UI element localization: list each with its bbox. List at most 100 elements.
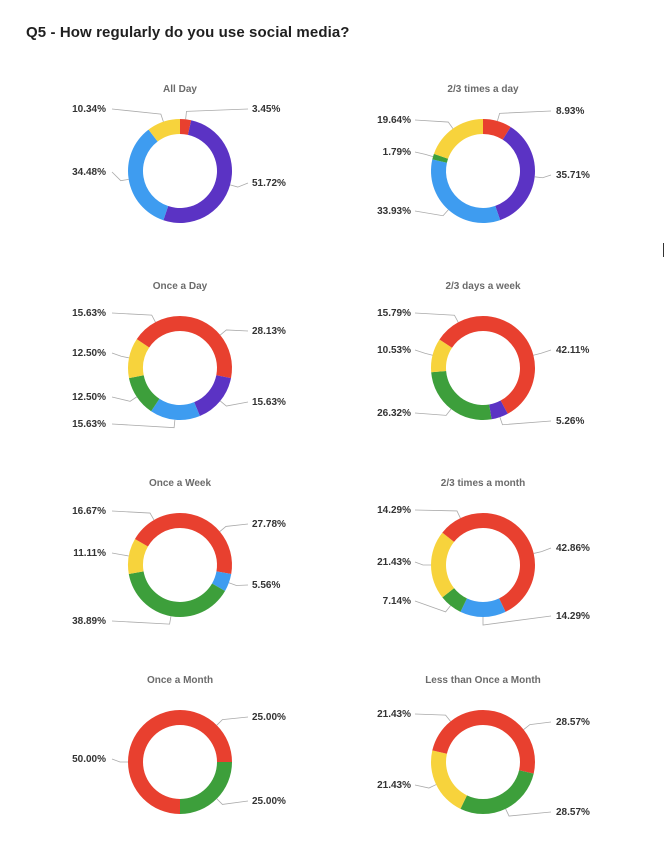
slice-label: 15.63% <box>72 308 106 319</box>
slice-label: 35.71% <box>556 170 590 181</box>
donut-slice <box>432 153 449 163</box>
donut-chart-6: 2/3 times a month 42.86% 14.29% 7.14% 21.43%… <box>377 478 590 626</box>
leader-line <box>111 312 156 323</box>
donut-slice <box>128 710 180 814</box>
leader-line <box>111 108 164 122</box>
slice-label: 8.93% <box>556 106 584 117</box>
slice-label: 7.14% <box>383 596 411 607</box>
donut-slice <box>489 400 508 420</box>
leader-line <box>111 758 128 763</box>
leader-line <box>497 110 552 122</box>
slice-label: 3.45% <box>252 104 280 115</box>
donut-chart-5: Once a Week 27.78% 5.56% 38.89% 11.11% 16.67% <box>72 478 286 627</box>
leader-line <box>228 582 249 586</box>
slice-label: 42.86% <box>556 543 590 554</box>
donut-slice <box>128 571 226 618</box>
leader-line <box>185 108 249 120</box>
leader-line <box>216 716 249 726</box>
slice-label: 51.72% <box>252 178 286 189</box>
leader-line <box>414 349 433 356</box>
leader-line <box>219 523 249 532</box>
leader-line <box>111 396 137 402</box>
page-title: Q5 - How regularly do you use social med… <box>26 24 350 41</box>
slice-label: 1.79% <box>383 147 411 158</box>
slice-label: 42.11% <box>556 345 589 356</box>
slice-label: 15.63% <box>252 397 286 408</box>
donut-slice <box>442 513 483 542</box>
donut-slice <box>431 532 455 598</box>
donut-chart-3: Once a Day 28.13% 15.63% 15.63% 12.50% 12.50%… <box>72 281 286 430</box>
chart-title: All Day <box>163 84 197 95</box>
leader-line <box>533 547 552 554</box>
slice-label: 16.67% <box>72 506 106 517</box>
slice-label: 28.57% <box>556 717 590 728</box>
text-cursor-mark <box>663 243 664 257</box>
leader-line <box>219 329 249 336</box>
donut-slice <box>431 750 467 809</box>
donut-slice <box>163 120 233 223</box>
leader-line <box>414 408 452 416</box>
slice-label: 21.43% <box>377 780 411 791</box>
donut-slice <box>432 710 483 754</box>
donut-slice <box>134 513 180 547</box>
slice-label: 14.29% <box>377 505 411 516</box>
leader-line <box>499 417 552 426</box>
chart-title: Once a Month <box>147 675 213 686</box>
donut-slice <box>431 371 492 420</box>
donut-slice <box>151 398 200 420</box>
slice-label: 38.89% <box>72 616 106 627</box>
slice-label: 21.43% <box>377 557 411 568</box>
donut-slice <box>180 513 232 575</box>
leader-line <box>482 615 552 626</box>
slice-label: 15.63% <box>72 419 106 430</box>
leader-line <box>534 174 552 179</box>
donut-slice <box>136 316 180 348</box>
slice-label: 10.53% <box>377 345 411 356</box>
donut-slice <box>431 339 453 373</box>
leader-line <box>111 510 155 521</box>
donut-slice <box>460 770 534 814</box>
leader-line <box>533 349 552 356</box>
donut-slice <box>431 159 501 224</box>
donut-slice <box>433 119 483 159</box>
donut-slice <box>180 710 232 762</box>
donut-chart-4: 2/3 days a week 42.11% 5.26% 26.32% 10.53% 15… <box>377 281 589 427</box>
chart-title: 2/3 days a week <box>445 281 520 292</box>
leader-line <box>111 171 129 182</box>
slice-label: 12.50% <box>72 392 106 403</box>
slice-label: 10.34% <box>72 104 106 115</box>
leader-line <box>414 561 432 566</box>
slice-label: 28.13% <box>252 326 286 337</box>
slice-label: 14.29% <box>556 611 590 622</box>
slice-label: 21.43% <box>377 709 411 720</box>
leader-line <box>414 119 454 129</box>
leader-line <box>219 400 249 407</box>
donut-slice <box>212 571 232 592</box>
donut-slice <box>460 598 506 617</box>
leader-line <box>414 784 437 789</box>
donut-chart-7: Once a Month 25.00% 25.00% 50.00% <box>72 675 286 814</box>
donut-slice <box>483 513 535 612</box>
chart-title: Less than Once a Month <box>425 675 541 686</box>
leader-line <box>111 616 172 625</box>
donut-slice <box>127 129 169 221</box>
donut-slice <box>128 375 160 412</box>
leader-line <box>111 419 176 429</box>
slice-label: 34.48% <box>72 167 106 178</box>
leader-line <box>505 808 552 817</box>
leader-line <box>414 151 434 157</box>
chart-title: Once a Day <box>153 281 208 292</box>
chart-title: 2/3 times a day <box>447 84 519 95</box>
donut-slice <box>483 316 536 414</box>
donut-slice <box>180 316 232 379</box>
donut-slice <box>495 126 535 221</box>
slice-label: 5.56% <box>252 580 280 591</box>
donut-slice <box>483 710 535 774</box>
chart-title: Once a Week <box>149 478 212 489</box>
slice-label: 26.32% <box>377 408 411 419</box>
donut-chart-2: 2/3 times a day 8.93% 35.71% 33.93% 1.79% 19.… <box>377 84 590 224</box>
leader-line <box>229 182 249 188</box>
slice-label: 27.78% <box>252 519 286 530</box>
slice-label: 11.11% <box>73 548 106 559</box>
